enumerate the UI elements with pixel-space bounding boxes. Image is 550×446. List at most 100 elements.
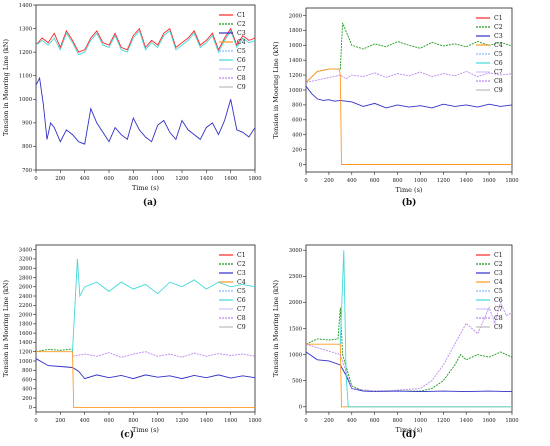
series-line-c8 — [306, 70, 512, 83]
series-line-c2 — [36, 348, 73, 353]
legend: C1 C2 C3 C4 C5 C6 C7 C8 C9 — [219, 252, 246, 331]
x-axis-label: Time (s) — [396, 426, 423, 434]
y-tick-label: 3000 — [289, 248, 302, 254]
series-line-c6 — [36, 29, 255, 56]
series-line-c1 — [36, 27, 255, 53]
legend-entry: C4 — [494, 42, 503, 49]
panel-label: (d) — [402, 429, 417, 440]
y-tick-label: 0 — [299, 162, 302, 168]
y-tick-label: 2400 — [19, 294, 32, 300]
series-line-c4 — [306, 343, 512, 408]
x-tick-label: 800 — [128, 418, 138, 424]
panel-label: (a) — [143, 197, 157, 208]
x-tick-label: 1600 — [483, 178, 496, 184]
chart-panel: 0 200 400 600 800 1000 1200 1400 1600 1800 0 200 400… — [2, 244, 262, 440]
legend-entry: C1 — [237, 252, 246, 259]
legend-entry: C5 — [494, 288, 503, 295]
y-tick-label: 2200 — [19, 303, 32, 309]
y-tick-label: 900 — [22, 121, 32, 127]
x-tick-label: 1400 — [200, 176, 213, 182]
y-tick-label: 3000 — [19, 266, 32, 272]
panel-label: (b) — [402, 197, 417, 208]
series-group — [36, 27, 255, 145]
legend-entry: C8 — [494, 315, 503, 322]
plot-frame — [35, 244, 256, 413]
y-tick-label: 1300 — [19, 26, 32, 32]
series-line-c8 — [72, 351, 255, 358]
y-tick-label: 600 — [292, 118, 302, 124]
plot-frame — [35, 4, 256, 171]
x-tick-label: 1600 — [224, 176, 237, 182]
legend-entry: C5 — [494, 51, 503, 58]
x-tick-label: 1200 — [175, 176, 188, 182]
series-line-c8 — [306, 301, 512, 392]
series-line-c4 — [306, 68, 512, 165]
legend-entry: C9 — [237, 84, 246, 91]
series-line-c6 — [72, 258, 255, 352]
y-tick-label: 200 — [22, 396, 32, 402]
x-tick-label: 400 — [80, 176, 90, 182]
legend-entry: C8 — [494, 78, 503, 85]
y-tick-label: 1400 — [19, 340, 32, 346]
legend-entry: C6 — [494, 297, 503, 304]
y-tick-label: 800 — [22, 368, 32, 374]
x-tick-label: 0 — [304, 178, 307, 184]
legend-entry: C4 — [237, 39, 246, 46]
y-axis-label: Tension in Mooring Line (kN) — [2, 280, 10, 378]
legend-entry: C4 — [494, 279, 503, 286]
legend-entry: C2 — [494, 24, 503, 31]
legend-entry: C7 — [494, 306, 503, 313]
chart-panel: 0 200 400 600 800 1000 1200 1400 1600 1800 0 200 400… — [272, 7, 519, 208]
y-tick-label: 500 — [292, 378, 302, 384]
x-tick-label: 1200 — [437, 178, 450, 184]
y-tick-label: 3400 — [19, 247, 32, 253]
legend-entry: C3 — [237, 30, 246, 37]
y-tick-label: 1000 — [19, 359, 32, 365]
x-tick-label: 1000 — [414, 418, 427, 424]
x-tick-label: 200 — [324, 178, 334, 184]
x-tick-label: 1600 — [483, 418, 496, 424]
legend-entry: C2 — [237, 261, 246, 268]
plot-frame — [305, 244, 513, 413]
x-tick-label: 1000 — [151, 176, 164, 182]
y-axis-label: Tension in Mooring Line (kN) — [2, 39, 10, 137]
legend-entry: C3 — [494, 33, 503, 40]
x-tick-label: 200 — [324, 418, 334, 424]
legend-entry: C5 — [237, 288, 246, 295]
x-tick-label: 600 — [104, 418, 114, 424]
panel-label: (c) — [120, 429, 134, 440]
y-tick-label: 2600 — [19, 285, 32, 291]
y-tick-label: 1000 — [289, 88, 302, 94]
y-tick-label: 1800 — [289, 28, 302, 34]
x-tick-label: 800 — [393, 178, 403, 184]
x-tick-label: 800 — [128, 176, 138, 182]
y-tick-label: 1400 — [289, 58, 302, 64]
x-tick-label: 1000 — [151, 418, 164, 424]
x-tick-label: 600 — [370, 178, 380, 184]
x-tick-label: 1400 — [460, 418, 473, 424]
series-line-c2 — [306, 307, 512, 392]
series-group — [36, 258, 255, 408]
legend-entry: C5 — [237, 48, 246, 55]
series-line-c3 — [306, 351, 512, 393]
x-axis-label: Time (s) — [396, 186, 423, 194]
y-axis-label: Tension in Mooring Line (kN) — [272, 280, 280, 378]
legend-entry: C8 — [237, 315, 246, 322]
x-tick-label: 200 — [55, 418, 65, 424]
legend-entry: C1 — [494, 15, 503, 22]
y-tick-label: 1600 — [19, 331, 32, 337]
legend: C1 C2 C3 C4 C5 C6 C7 C8 C9 — [476, 252, 503, 331]
series-line-c3 — [36, 358, 255, 380]
y-tick-label: 1200 — [289, 73, 302, 79]
y-tick-label: 2500 — [289, 274, 302, 280]
y-tick-label: 2000 — [19, 312, 32, 318]
legend-entry: C6 — [237, 297, 246, 304]
y-tick-label: 1600 — [289, 43, 302, 49]
y-tick-label: 1000 — [19, 97, 32, 103]
y-tick-label: 1100 — [19, 74, 32, 80]
legend-entry: C3 — [237, 270, 246, 277]
y-tick-label: 600 — [22, 377, 32, 383]
legend: C1 C2 C3 C4 C5 C6 C7 C8 C9 — [476, 15, 503, 94]
legend-entry: C6 — [494, 60, 503, 67]
x-tick-label: 1800 — [248, 418, 261, 424]
